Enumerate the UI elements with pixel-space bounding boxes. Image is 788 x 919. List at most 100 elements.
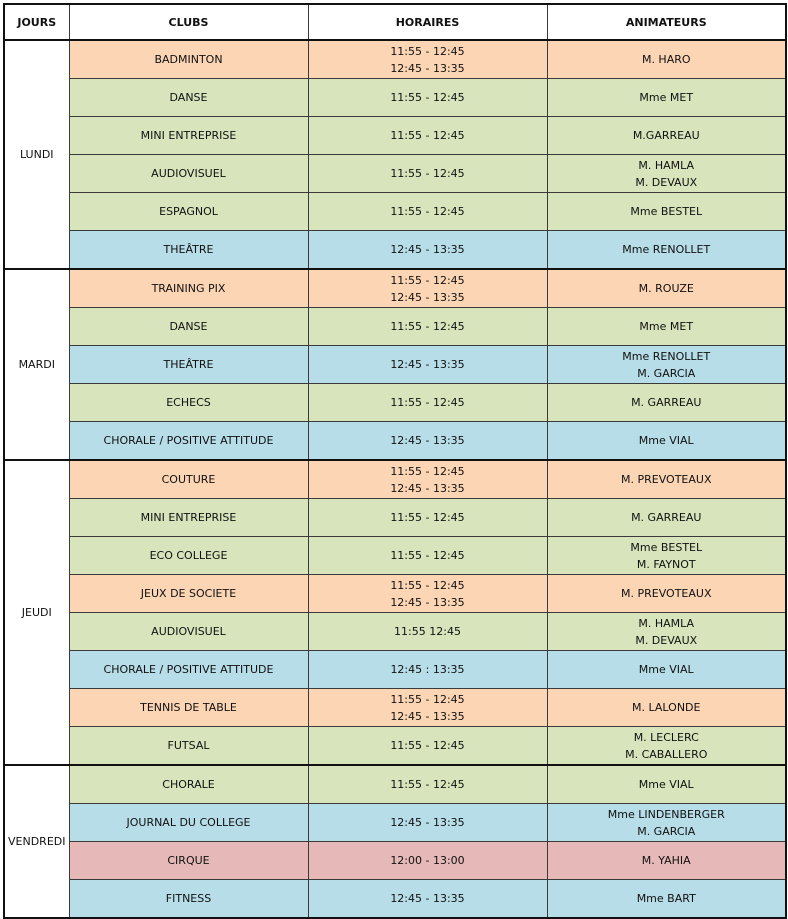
animateur-line: M. HARO xyxy=(641,53,691,66)
horaires-cell: 11:55 - 12:45 12:45 - 13:35 xyxy=(307,459,548,499)
table-row: ESPAGNOL 11:55 - 12:45 Mme BESTEL xyxy=(4,192,787,231)
horaires-cell: 11:55 - 12:45 xyxy=(307,536,548,575)
horaire-line: 11:55 - 12:45 xyxy=(390,320,465,333)
club-name: AUDIOVISUEL xyxy=(68,154,309,193)
club-name: FUTSAL xyxy=(68,726,309,766)
animateur-line: M. GARCIA xyxy=(637,824,696,838)
animateur-line: Mme RENOLLET xyxy=(622,349,711,363)
horaire-line: 11:55 - 12:45 xyxy=(390,549,465,562)
animateurs-cell: Mme RENOLLET xyxy=(546,230,787,270)
horaires-cell: 11:55 - 12:45 xyxy=(307,726,548,766)
horaire-line: 12:45 - 13:35 xyxy=(390,892,465,905)
horaires-cell: 11:55 - 12:45 xyxy=(307,764,548,804)
horaires-cell: 11:55 - 12:45 xyxy=(307,154,548,193)
club-name: THEÂTRE xyxy=(68,345,309,384)
day-label: LUNDI xyxy=(3,39,70,270)
table-row: JOURNAL DU COLLEGE 12:45 - 13:35 Mme LINDE… xyxy=(4,803,787,842)
horaires-cell: 11:55 - 12:45 xyxy=(307,192,548,231)
club-name: FITNESS xyxy=(68,879,309,919)
animateur-line: M. GARCIA xyxy=(637,366,696,380)
animateur-line: Mme VIAL xyxy=(638,663,694,676)
table-row: VENDREDI CHORALE 11:55 - 12:45 Mme VIAL xyxy=(3,764,787,919)
animateur-line: M. CABALLERO xyxy=(625,747,708,761)
animateurs-cell: Mme VIAL xyxy=(546,650,787,689)
horaire-line: 11:55 - 12:45 xyxy=(390,205,465,218)
club-name: DANSE xyxy=(68,78,309,117)
animateur-line: M. GARREAU xyxy=(631,396,702,409)
horaire-line: 12:45 - 13:35 xyxy=(390,434,465,447)
table-row: CHORALE / POSITIVE ATTITUDE 12:45 : 13:35… xyxy=(4,650,787,689)
day-label: JEUDI xyxy=(3,459,70,766)
animateur-line: Mme BESTEL xyxy=(630,205,703,218)
horaires-cell: 11:55 - 12:45 xyxy=(307,383,548,422)
animateur-line: M. DEVAUX xyxy=(635,633,698,647)
table-row: JEUDI COUTURE 11:55 - 12:45 12:45 - 13:35 M.… xyxy=(3,459,787,766)
club-name: MINI ENTREPRISE xyxy=(68,116,309,155)
table-row: MARDI TRAINING PIX 11:55 - 12:45 12:45 - 13… xyxy=(3,268,787,461)
animateurs-cell: Mme LINDENBERGER M. GARCIA xyxy=(546,803,787,842)
horaire-line: 11:55 - 12:45 xyxy=(390,396,465,409)
club-name: CHORALE xyxy=(68,764,309,804)
club-name: COUTURE xyxy=(68,459,309,499)
table-row: DANSE 11:55 - 12:45 Mme MET xyxy=(4,78,787,117)
animateurs-cell: Mme MET xyxy=(546,307,787,346)
horaire-line: 12:45 - 13:35 xyxy=(390,816,465,829)
horaire-line: 12:45 - 13:35 xyxy=(390,709,465,723)
horaires-cell: 11:55 - 12:45 12:45 - 13:35 xyxy=(307,688,548,727)
table-row: TENNIS DE TABLE 11:55 - 12:45 12:45 - 13:3… xyxy=(4,688,787,727)
animateurs-cell: M. ROUZE xyxy=(546,268,787,308)
schedule-body: LUNDI BADMINTON 11:55 - 12:45 12:45 - 13:35… xyxy=(3,39,787,919)
horaire-line: 11:55 - 12:45 xyxy=(390,692,465,706)
horaires-cell: 11:55 - 12:45 12:45 - 13:35 xyxy=(307,268,548,308)
table-row: CHORALE / POSITIVE ATTITUDE 12:45 - 13:35… xyxy=(4,421,787,461)
animateur-line: M. LECLERC xyxy=(633,730,699,744)
animateurs-cell: M. HAMLA M. DEVAUX xyxy=(546,154,787,193)
animateurs-cell: M. PREVOTEAUX xyxy=(546,574,787,613)
table-row: FUTSAL 11:55 - 12:45 M. LECLERC M. CABALLER… xyxy=(4,726,787,766)
animateurs-cell: M. LECLERC M. CABALLERO xyxy=(546,726,787,766)
table-row: AUDIOVISUEL 11:55 - 12:45 M. HAMLA M. DEVAU… xyxy=(4,154,787,193)
horaire-line: 11:55 - 12:45 xyxy=(390,511,465,524)
table-row: ECHECS 11:55 - 12:45 M. GARREAU xyxy=(4,383,787,422)
club-name: TENNIS DE TABLE xyxy=(68,688,309,727)
horaire-line: 11:55 - 12:45 xyxy=(390,129,465,142)
header-jours: JOURS xyxy=(3,3,70,41)
table-row: ECO COLLEGE 11:55 - 12:45 Mme BESTEL M. FAY… xyxy=(4,536,787,575)
horaire-line: 11:55 - 12:45 xyxy=(390,778,465,791)
animateurs-cell: Mme VIAL xyxy=(546,764,787,804)
day-label: MARDI xyxy=(3,268,70,461)
horaires-cell: 11:55 - 12:45 xyxy=(307,78,548,117)
animateur-line: Mme LINDENBERGER xyxy=(607,807,725,821)
animateurs-cell: Mme BESTEL xyxy=(546,192,787,231)
animateurs-cell: M. LALONDE xyxy=(546,688,787,727)
header-horaires: HORAIRES xyxy=(307,3,548,41)
animateur-line: Mme VIAL xyxy=(638,434,694,447)
horaire-line: 12:45 - 13:35 xyxy=(390,243,465,256)
animateurs-cell: Mme RENOLLET M. GARCIA xyxy=(546,345,787,384)
animateurs-cell: Mme BART xyxy=(546,879,787,919)
animateurs-cell: Mme MET xyxy=(546,78,787,117)
animateurs-cell: M.GARREAU xyxy=(546,116,787,155)
table-row: THEÂTRE 12:45 - 13:35 Mme RENOLLET xyxy=(4,230,787,270)
table-row: THEÂTRE 12:45 - 13:35 Mme RENOLLET M. GARCI… xyxy=(4,345,787,384)
club-name: DANSE xyxy=(68,307,309,346)
animateur-line: M. ROUZE xyxy=(638,282,694,295)
header-clubs: CLUBS xyxy=(68,3,309,41)
club-name: BADMINTON xyxy=(68,39,309,79)
horaires-cell: 12:45 - 13:35 xyxy=(307,345,548,384)
header-row: JOURS CLUBS HORAIRES ANIMATEURS xyxy=(3,3,787,41)
animateurs-cell: M. GARREAU xyxy=(546,383,787,422)
club-name: ECO COLLEGE xyxy=(68,536,309,575)
horaires-cell: 12:45 : 13:35 xyxy=(307,650,548,689)
horaire-line: 12:45 - 13:35 xyxy=(390,481,465,495)
horaire-line: 12:00 - 13:00 xyxy=(390,854,465,867)
horaire-line: 11:55 - 12:45 xyxy=(390,273,465,287)
animateur-line: Mme BESTEL xyxy=(630,540,703,554)
table-row: MINI ENTREPRISE 11:55 - 12:45 M. GARREAU xyxy=(4,498,787,537)
animateur-line: Mme VIAL xyxy=(638,778,694,791)
animateur-line: Mme MET xyxy=(639,320,694,333)
horaires-cell: 12:45 - 13:35 xyxy=(307,879,548,919)
animateur-line: Mme BART xyxy=(636,892,696,905)
clubs-schedule-table: JOURS CLUBS HORAIRES ANIMATEURS LUNDI BAD… xyxy=(3,3,787,919)
horaire-line: 11:55 - 12:45 xyxy=(390,44,465,58)
